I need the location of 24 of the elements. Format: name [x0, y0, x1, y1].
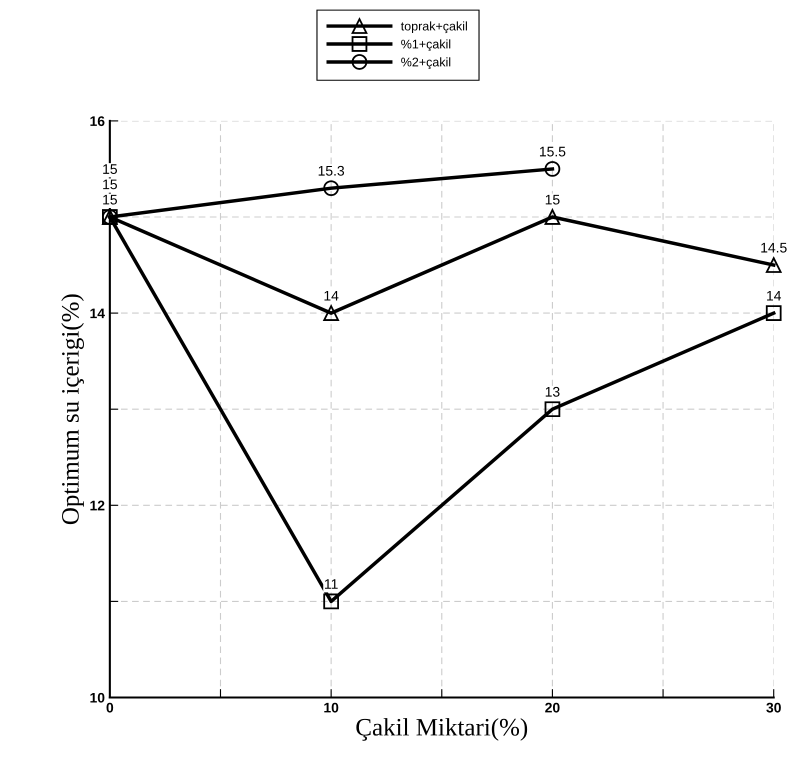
y-tick-label: 16 [90, 116, 104, 126]
legend-label: %2+çakil [401, 57, 450, 69]
y-axis-title: Optimum su içerigi(%) [61, 294, 84, 524]
data-label: 14.5 [761, 242, 787, 253]
data-label: 15 [103, 180, 117, 190]
x-tick-label: 0 [106, 702, 114, 713]
data-label: 14 [324, 290, 338, 300]
data-label: 13 [546, 386, 560, 397]
x-tick-label: 20 [545, 702, 560, 713]
y-tick-label: 12 [90, 500, 104, 510]
x-tick-label: 10 [324, 702, 338, 713]
legend-label: %1+çakil [401, 39, 450, 52]
x-axis-title: Çakil Miktari(%) [356, 718, 528, 741]
legend-label: toprak+çakil [400, 21, 467, 34]
y-tick-label: 14 [90, 308, 105, 318]
data-label: 11 [324, 579, 338, 589]
data-label: 15.3 [318, 166, 344, 176]
data-label: 14 [767, 290, 782, 300]
data-label: 15 [103, 164, 117, 174]
data-label: 15 [546, 194, 560, 205]
y-tick-label: 10 [90, 692, 104, 703]
data-label: 15.5 [540, 146, 566, 156]
data-label: 15 [103, 194, 117, 205]
x-tick-label: 30 [766, 702, 781, 713]
